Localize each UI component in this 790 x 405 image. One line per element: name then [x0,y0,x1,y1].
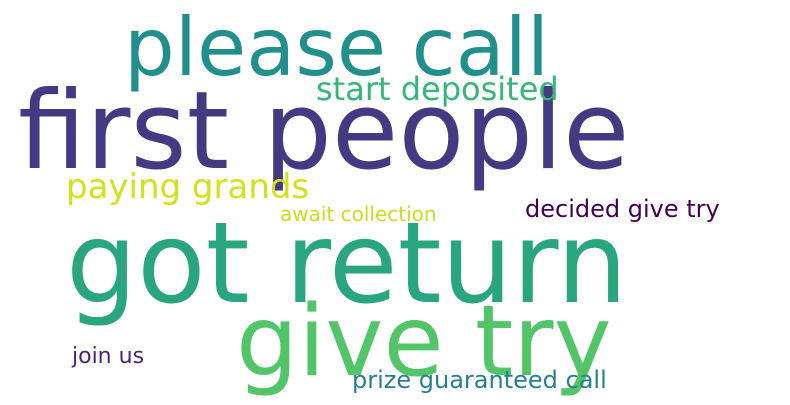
word-await-collection: await collection [280,202,437,226]
word-join-us: join us [72,344,145,369]
word-give-try: give try [236,285,612,399]
word-decided-give-try: decided give try [525,195,720,223]
word-paying-grands: paying grands [66,167,310,207]
word-start-deposited: start deposited [316,70,559,108]
word-got-return: got return [66,199,628,329]
word-prize-guaranteed-call: prize guaranteed call [352,366,607,394]
word-please-call: please call [124,1,550,94]
word-first-people: first people [18,69,630,194]
